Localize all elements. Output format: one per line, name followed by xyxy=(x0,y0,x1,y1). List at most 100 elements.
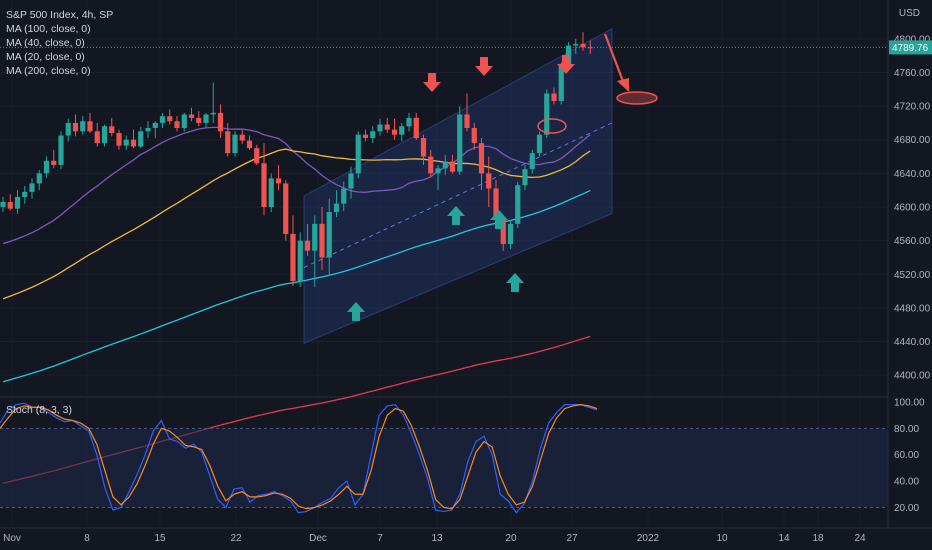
price-tick-label: 4760.00 xyxy=(894,68,931,79)
stoch-d-line xyxy=(0,404,598,510)
candle-body xyxy=(94,131,100,144)
up-arrow-icon xyxy=(447,206,465,225)
candle-body xyxy=(217,112,224,132)
candle-body xyxy=(22,191,28,197)
candle-body xyxy=(536,134,543,154)
time-tick-label: 13 xyxy=(431,533,443,544)
time-tick-label: 15 xyxy=(154,533,166,544)
time-tick-label: 22 xyxy=(230,533,242,544)
stochastic-panel xyxy=(0,402,888,514)
last-price-label: 4789.76 xyxy=(892,43,929,54)
candle-body xyxy=(529,153,535,170)
candle-body xyxy=(7,201,13,209)
legend-ma-40: MA (40, close, 0) xyxy=(6,37,85,49)
time-tick-label: 24 xyxy=(854,533,866,544)
candle-body xyxy=(312,223,318,251)
candle-body xyxy=(188,114,195,118)
candle-body xyxy=(72,122,79,132)
channel-band xyxy=(303,27,613,344)
candle-body xyxy=(580,43,586,48)
candle-body xyxy=(377,124,383,132)
candle-body xyxy=(319,223,325,258)
target-arrow-head xyxy=(617,78,629,92)
candle-body xyxy=(210,112,216,115)
candle-body xyxy=(515,185,521,224)
candle-body xyxy=(290,233,296,281)
candle-body xyxy=(544,93,550,135)
candle-body xyxy=(406,117,412,127)
candle-body xyxy=(587,47,593,49)
candle-body xyxy=(442,161,448,169)
candle-body xyxy=(297,240,303,281)
stoch-k-line xyxy=(0,402,598,514)
candle-body xyxy=(145,127,151,132)
legend-ma-200: MA (200, close, 0) xyxy=(6,65,91,77)
candle-body xyxy=(435,168,441,174)
candle-body xyxy=(283,183,289,234)
time-tick-label: 14 xyxy=(778,533,790,544)
price-tick-label: 4520.00 xyxy=(894,270,931,281)
chart-title: S&P 500 Index, 4h, SP xyxy=(6,9,114,21)
ma-20-line xyxy=(2,126,591,245)
down-arrow-icon xyxy=(557,55,575,74)
channel-midline xyxy=(303,122,613,268)
candle-body xyxy=(138,131,144,147)
candle-body xyxy=(181,114,187,128)
candle-body xyxy=(449,161,456,172)
candle-body xyxy=(551,93,557,102)
candle-body xyxy=(362,134,369,139)
candle-body xyxy=(522,169,528,186)
time-tick-label: 7 xyxy=(377,533,383,544)
candle-body xyxy=(232,134,238,154)
time-tick-label: 10 xyxy=(716,533,728,544)
up-arrow-icon xyxy=(347,302,365,321)
candle-body xyxy=(101,126,108,144)
candle-body xyxy=(203,114,209,123)
time-tick-label: 20 xyxy=(505,533,517,544)
stoch-label: Stoch (8, 3, 3) xyxy=(6,404,72,416)
candle-body xyxy=(65,122,71,136)
down-arrow-icon xyxy=(423,73,441,92)
candle-body xyxy=(355,134,361,174)
candle-body xyxy=(87,121,93,132)
price-tick-label: 4640.00 xyxy=(894,169,931,180)
candle-body xyxy=(478,143,485,174)
legend-ma-20: MA (20, close, 0) xyxy=(6,51,85,63)
candle-body xyxy=(341,188,347,204)
candle-body xyxy=(225,131,231,154)
stoch-tick-label: 60.00 xyxy=(894,450,919,461)
candle-body xyxy=(123,139,129,146)
price-tick-label: 4480.00 xyxy=(894,303,931,314)
time-tick-label: Nov xyxy=(3,533,21,544)
candle-body xyxy=(471,127,477,144)
candle-body xyxy=(493,188,499,220)
candle-body xyxy=(507,223,514,244)
price-tick-label: 4400.00 xyxy=(894,371,931,382)
stoch-tick-label: 100.00 xyxy=(894,398,925,409)
candle-body xyxy=(29,183,35,192)
candle-body xyxy=(14,196,21,209)
candle-body xyxy=(558,65,564,102)
up-arrow-icon xyxy=(506,273,524,292)
price-tick-label: 4800.00 xyxy=(894,34,931,45)
candle-body xyxy=(391,129,398,135)
last-price-tag xyxy=(889,40,932,55)
candle-body xyxy=(370,131,376,139)
candle-body xyxy=(399,126,405,135)
candle-body xyxy=(36,173,42,184)
down-arrow-icon xyxy=(475,57,493,76)
candle-body xyxy=(152,122,158,128)
candle-body xyxy=(268,178,274,207)
up-arrow-icon xyxy=(490,210,508,229)
candle-body xyxy=(116,133,122,146)
candle-body xyxy=(348,173,354,189)
candle-body xyxy=(420,138,427,157)
candle-body xyxy=(239,134,245,141)
candle-body xyxy=(174,121,180,128)
candle-body xyxy=(130,139,137,147)
price-tick-label: 4600.00 xyxy=(894,203,931,214)
price-tick-label: 4560.00 xyxy=(894,236,931,247)
time-tick-label: 2022 xyxy=(637,533,660,544)
stoch-tick-label: 40.00 xyxy=(894,477,919,488)
